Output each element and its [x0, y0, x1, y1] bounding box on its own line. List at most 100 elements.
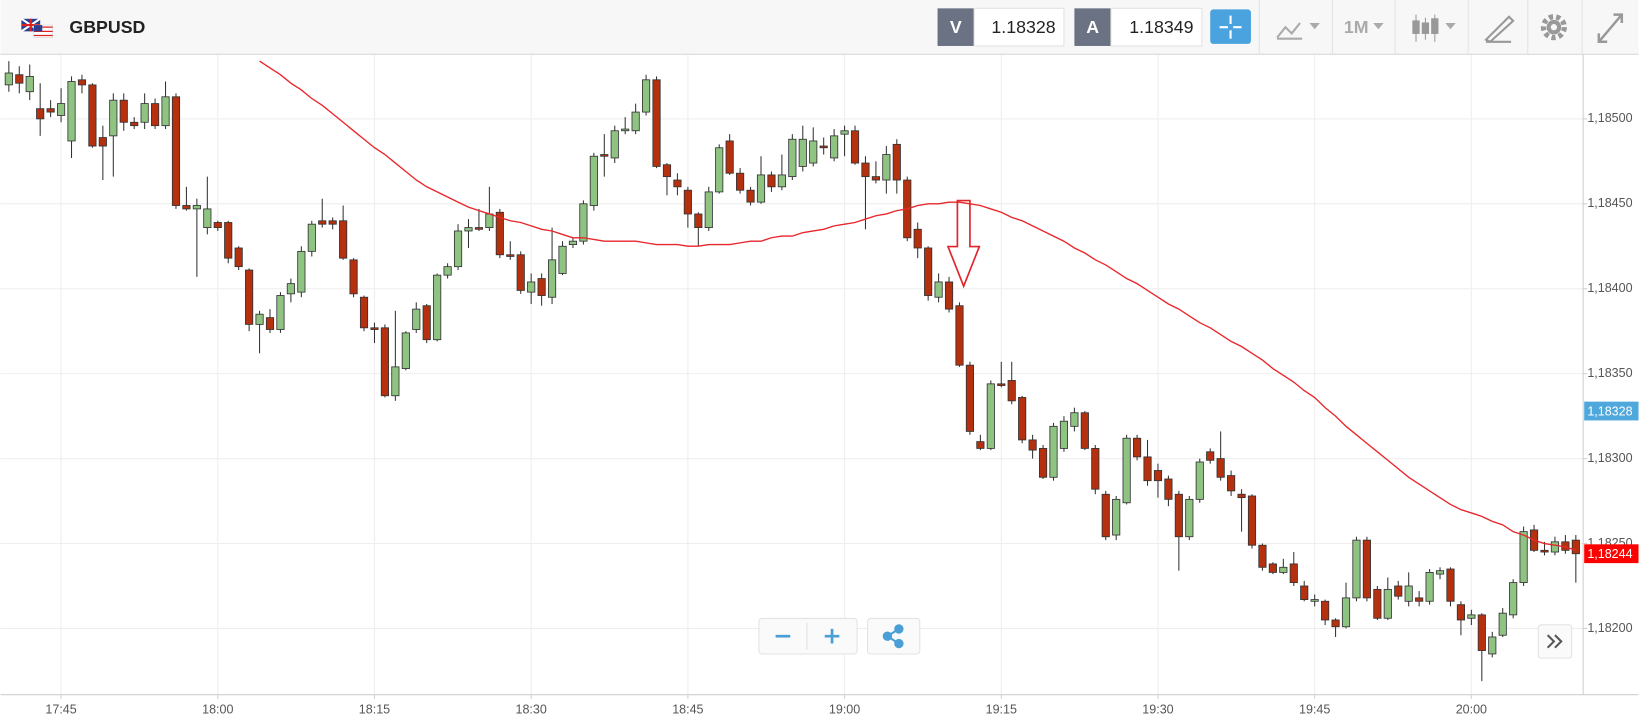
- buy-label: A: [1086, 17, 1099, 37]
- candle-body: [151, 103, 160, 127]
- share-button[interactable]: [882, 624, 904, 649]
- candle-body: [171, 96, 181, 206]
- candle-body: [130, 121, 139, 127]
- candle-body: [1446, 568, 1455, 602]
- candle-body: [725, 140, 734, 174]
- sell-button[interactable]: [937, 8, 975, 46]
- candle-body: [140, 103, 149, 123]
- buy-price: 1.18349: [1129, 17, 1193, 37]
- candle-body: [756, 174, 766, 203]
- candle-body: [1070, 412, 1079, 427]
- x-tick-label: 18:00: [202, 703, 233, 717]
- candle-body: [1080, 412, 1089, 449]
- y-tick-label: 1,18350: [1587, 366, 1632, 380]
- candle-body: [1477, 614, 1486, 651]
- buy-price-box: [1110, 7, 1203, 47]
- candle-body: [809, 140, 818, 164]
- candle-body: [1300, 585, 1309, 600]
- candle-body: [1425, 571, 1434, 602]
- candle-body: [1007, 380, 1016, 402]
- candle-body: [850, 130, 860, 164]
- y-tick-label: 1,18400: [1587, 281, 1632, 295]
- settings-button[interactable]: [1540, 14, 1567, 41]
- candle-body: [380, 327, 389, 397]
- candle-body: [109, 99, 118, 137]
- candle-body: [443, 266, 452, 276]
- scroll-latest-button[interactable]: [1546, 634, 1563, 649]
- candle-body: [161, 96, 170, 127]
- candle-body: [422, 305, 431, 341]
- candle-body: [1112, 498, 1121, 536]
- candle-body: [600, 154, 609, 157]
- toolbar: GBPUSD V 1.18328 A 1.18349 1M: [0, 0, 1639, 55]
- candle-body: [77, 79, 87, 86]
- share-box: [867, 617, 921, 655]
- candle-body: [1258, 544, 1267, 568]
- candle-body: [652, 79, 661, 167]
- y-tick-label: 1,18500: [1587, 111, 1632, 125]
- candle-body: [1310, 599, 1319, 602]
- candle-body: [1143, 456, 1152, 482]
- y-tick-label: 1,18200: [1587, 621, 1632, 635]
- symbol[interactable]: GBPUSD: [69, 17, 145, 37]
- candle-body: [1519, 531, 1528, 584]
- candle-body: [704, 191, 713, 229]
- candle-body: [464, 227, 473, 232]
- candle-body: [965, 364, 975, 432]
- candle-body: [88, 84, 97, 147]
- candle-body: [359, 296, 369, 329]
- candle-body: [495, 211, 504, 256]
- crosshair-button[interactable]: [1210, 9, 1251, 44]
- candle-body: [1028, 439, 1037, 451]
- candle-body: [1279, 566, 1288, 573]
- timeframe-button[interactable]: 1M: [1344, 17, 1369, 37]
- candle-body: [25, 75, 34, 93]
- candle-body: [798, 138, 807, 167]
- candle-body: [1509, 582, 1518, 616]
- candle-body: [433, 274, 442, 341]
- moving-average-line: [259, 60, 1577, 551]
- x-tick-label: 19:00: [829, 703, 860, 717]
- candle-body: [234, 247, 243, 268]
- candle-body: [934, 281, 943, 298]
- candle-body: [224, 222, 233, 259]
- candle-type-button[interactable]: [1412, 14, 1439, 42]
- candle-body: [1435, 570, 1445, 575]
- candle-body: [527, 281, 536, 293]
- candle-body: [1247, 495, 1257, 546]
- candle-body: [4, 72, 13, 86]
- candle-body: [349, 259, 358, 295]
- candle-body: [318, 220, 327, 225]
- bid-price-label: 1,18328: [1587, 404, 1632, 418]
- candle-body: [1540, 549, 1549, 553]
- zoom-controls: [758, 617, 1573, 659]
- candle-body: [997, 383, 1006, 386]
- candle-body: [1227, 475, 1236, 492]
- crosshair-icon: [1219, 15, 1242, 39]
- fullscreen-button[interactable]: [1597, 13, 1624, 44]
- plot: [4, 60, 1580, 682]
- candle-body: [558, 245, 567, 274]
- chart-type-button[interactable]: [1276, 22, 1303, 40]
- candle-body: [255, 313, 264, 325]
- candle-body: [46, 108, 55, 113]
- candle-body: [67, 81, 76, 142]
- candle-body: [976, 441, 985, 449]
- x-tick-label: 18:15: [359, 703, 390, 717]
- candle-body: [819, 145, 828, 149]
- zoom-in-button[interactable]: [824, 628, 840, 644]
- candle-body: [736, 172, 745, 191]
- candle-body: [203, 208, 212, 229]
- draw-button[interactable]: [1484, 15, 1515, 44]
- buy-button[interactable]: [1074, 8, 1111, 46]
- candle-body: [1216, 458, 1225, 478]
- candle-body: [391, 366, 400, 397]
- candle-body: [1341, 597, 1351, 628]
- candle-body: [788, 138, 797, 178]
- axis-labels: 1,182001,182501,183001,183501,184001,184…: [45, 111, 1639, 717]
- bid-price-marker: [1584, 401, 1639, 421]
- candle-body: [871, 176, 880, 181]
- candle-body: [245, 269, 254, 325]
